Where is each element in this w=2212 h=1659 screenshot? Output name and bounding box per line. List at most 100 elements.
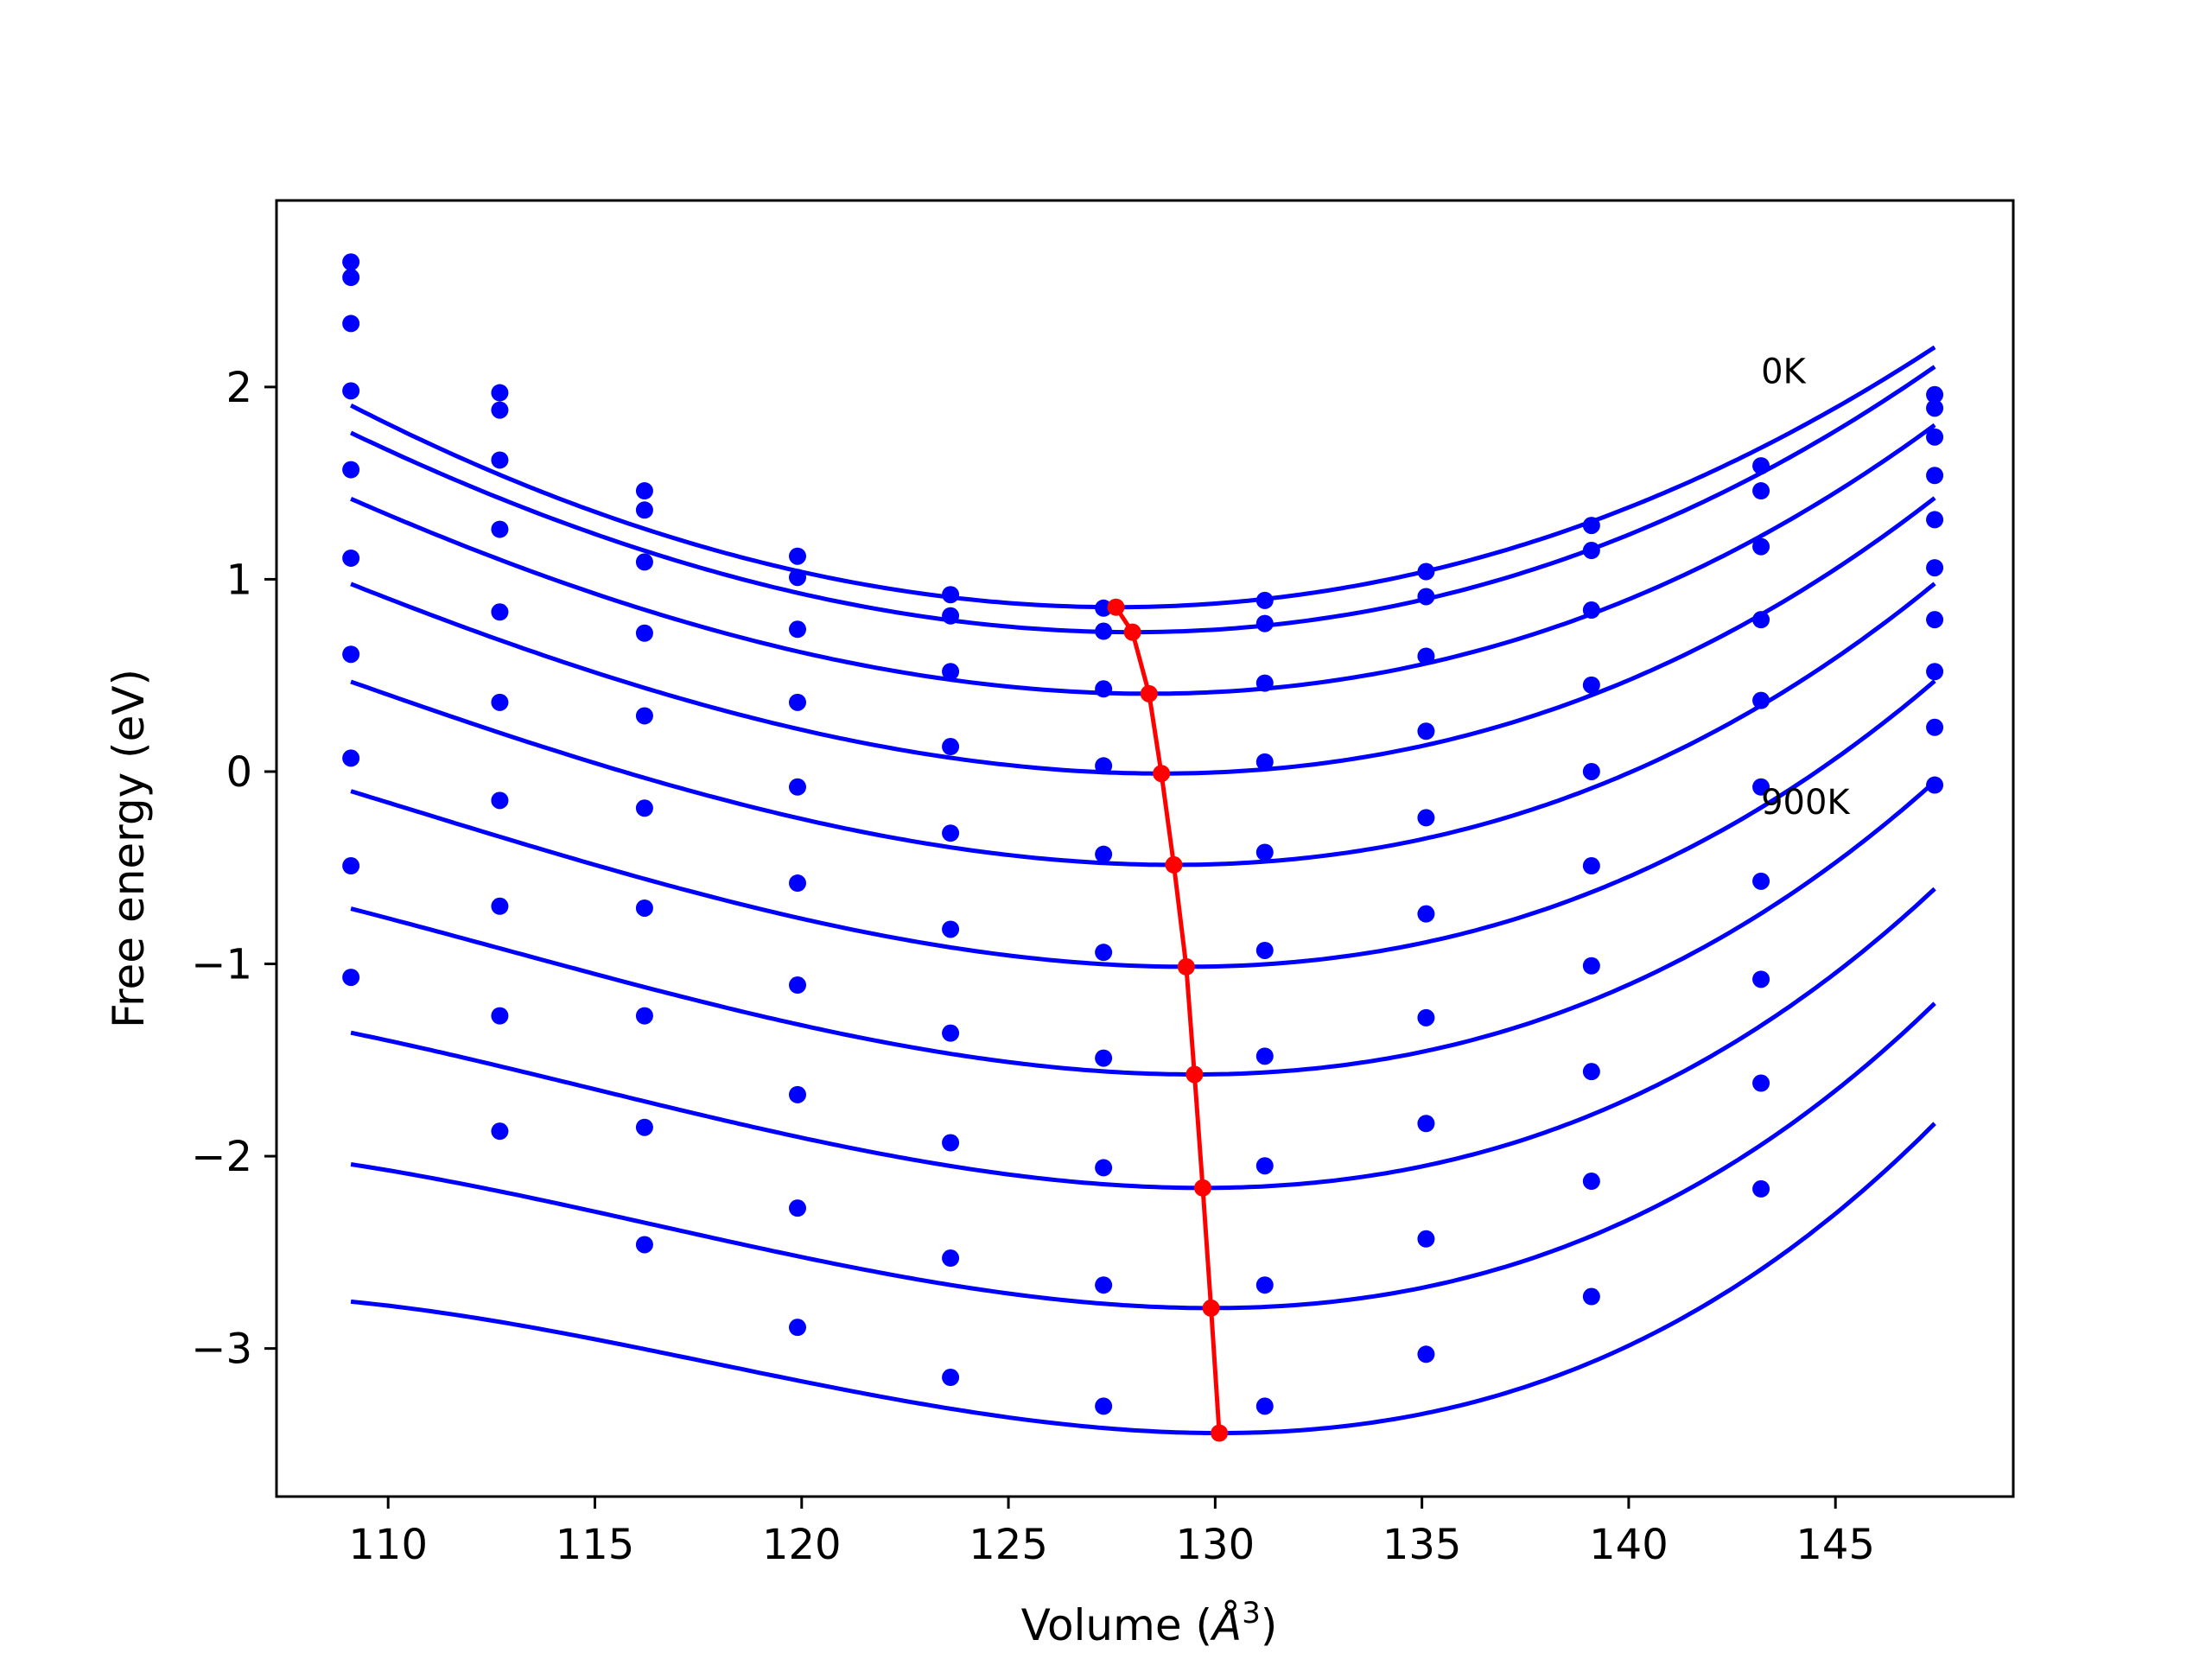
temperature-annotation: 0K <box>1761 352 1807 391</box>
x-tick-label: 135 <box>1382 1521 1462 1569</box>
data-point <box>1926 467 1944 485</box>
data-point <box>1926 385 1944 404</box>
data-point <box>491 1007 509 1025</box>
data-point <box>491 401 509 419</box>
data-point <box>1095 1276 1113 1294</box>
data-point <box>342 645 360 664</box>
data-point <box>1582 601 1600 620</box>
fit-curve-10 <box>350 1122 1936 1436</box>
y-tick-label: 0 <box>226 748 252 797</box>
data-point <box>1255 843 1274 861</box>
x-axis-label-main: Volume ( <box>1021 1600 1212 1650</box>
data-point <box>789 778 806 796</box>
data-point <box>789 569 806 587</box>
data-point <box>1095 1397 1113 1415</box>
data-point <box>789 1319 806 1337</box>
data-point <box>1582 1173 1600 1191</box>
data-point <box>342 253 360 271</box>
data-point <box>635 1007 653 1025</box>
data-point <box>1926 718 1944 736</box>
data-point <box>942 1134 960 1152</box>
data-point <box>342 549 360 567</box>
y-tick-label: −2 <box>191 1133 252 1181</box>
fit-curve-5 <box>350 582 1936 868</box>
equilibrium-point <box>1194 1179 1211 1197</box>
x-tick-label: 130 <box>1176 1521 1255 1569</box>
x-axis-label-unit: Å <box>1210 1600 1242 1650</box>
data-point <box>342 269 360 287</box>
data-point <box>1095 845 1113 863</box>
data-point <box>942 607 960 625</box>
data-point <box>1582 957 1600 975</box>
data-point <box>1582 676 1600 694</box>
data-point <box>789 874 806 893</box>
data-point <box>1417 722 1435 741</box>
x-tick-label: 120 <box>762 1521 842 1569</box>
data-point <box>1752 778 1770 796</box>
x-tick-label: 145 <box>1796 1521 1875 1569</box>
y-tick-label: −1 <box>191 941 252 989</box>
data-point <box>635 899 653 917</box>
data-point <box>942 586 960 604</box>
fit-curve-4 <box>350 496 1936 776</box>
x-axis-label-end: ) <box>1261 1600 1278 1650</box>
fit-curve-6 <box>350 679 1936 969</box>
data-point <box>342 749 360 767</box>
x-tick-label: 110 <box>348 1521 428 1569</box>
data-point <box>789 693 806 711</box>
y-tick-label: −3 <box>191 1325 252 1374</box>
equilibrium-point <box>1140 684 1158 702</box>
data-point <box>1417 647 1435 665</box>
data-point <box>635 553 653 571</box>
data-point <box>789 620 806 639</box>
fit-curve-9 <box>350 1001 1936 1311</box>
data-point <box>1417 905 1435 923</box>
fit-curve-7 <box>350 779 1936 1077</box>
data-point <box>491 384 509 402</box>
data-point <box>1582 542 1600 560</box>
data-point <box>1255 1397 1274 1415</box>
data-point <box>491 1122 509 1141</box>
data-point <box>942 1249 960 1268</box>
data-point <box>1417 563 1435 581</box>
data-point <box>491 897 509 915</box>
data-point <box>1582 517 1600 535</box>
data-point <box>1752 1074 1770 1092</box>
equilibrium-point <box>1202 1299 1220 1317</box>
data-point <box>1926 611 1944 629</box>
data-point <box>1095 680 1113 698</box>
equilibrium-point <box>1211 1424 1229 1442</box>
axes-frame <box>275 199 2015 1498</box>
data-point <box>635 799 653 817</box>
data-point <box>1255 1276 1274 1294</box>
data-point <box>789 976 806 995</box>
data-point <box>1255 1047 1274 1065</box>
data-point <box>635 501 653 519</box>
data-point <box>942 1369 960 1387</box>
data-point <box>1752 970 1770 988</box>
data-point <box>342 969 360 987</box>
data-point <box>1752 611 1770 629</box>
data-point <box>1926 511 1944 529</box>
y-tick-label: 2 <box>226 364 252 412</box>
x-tick-label: 125 <box>969 1521 1048 1569</box>
plot-area <box>342 253 1944 1442</box>
y-axis-ticks: −3 −2 −1 0 1 2 <box>191 364 276 1374</box>
data-point <box>342 461 360 479</box>
data-point <box>942 920 960 938</box>
equilibrium-point <box>1153 765 1171 783</box>
data-point <box>1255 591 1274 609</box>
data-point <box>1095 599 1113 617</box>
data-point <box>1752 691 1770 709</box>
x-axis-label: Volume (Å3) <box>1021 1596 1278 1650</box>
equilibrium-point <box>1177 957 1195 976</box>
data-point <box>1255 941 1274 959</box>
fit-curve-1 <box>349 345 1936 610</box>
data-point <box>1752 482 1770 500</box>
data-point <box>342 382 360 400</box>
data-point <box>942 663 960 681</box>
equilibrium-point <box>1185 1065 1204 1084</box>
data-point <box>1417 809 1435 827</box>
y-tick-label: 1 <box>226 556 252 604</box>
